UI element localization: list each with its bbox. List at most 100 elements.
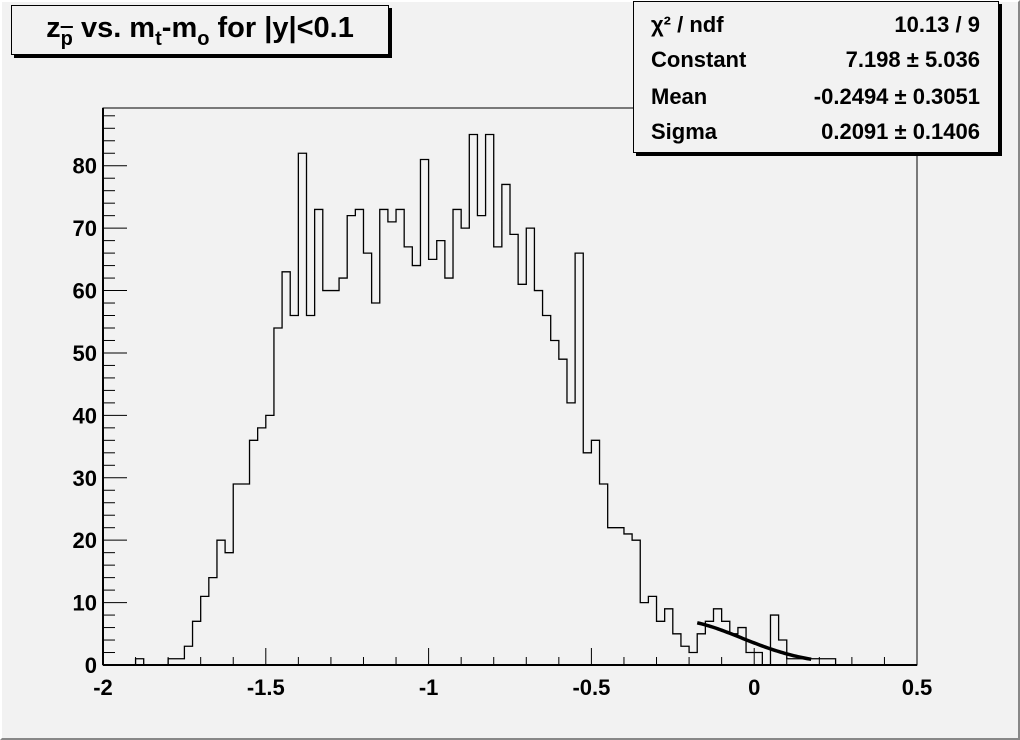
histogram-bin	[420, 159, 428, 665]
histogram-bin	[461, 228, 469, 665]
x-tick-label: -2	[93, 675, 113, 700]
histogram-bin	[534, 291, 542, 665]
histogram-bin	[697, 634, 705, 665]
histogram-bin	[372, 303, 380, 665]
stats-row-mean: Mean -0.2494 ± 0.3051	[651, 84, 980, 118]
histogram-bin	[388, 222, 396, 665]
histogram-bin	[657, 621, 665, 665]
histogram-bin	[510, 234, 518, 665]
title-minus-m: -m	[161, 12, 198, 44]
histogram-bin	[355, 209, 363, 665]
histogram-bin	[616, 528, 624, 665]
histogram-bin	[136, 659, 144, 665]
histogram-bin	[217, 540, 225, 665]
y-tick-label: 70	[73, 216, 97, 241]
stats-label: Constant	[651, 47, 747, 72]
histogram-bin	[315, 209, 323, 665]
histogram-bin	[526, 228, 534, 665]
x-tick-label: -1	[419, 675, 439, 700]
histogram-bin	[640, 603, 648, 665]
histogram-bin	[754, 653, 762, 665]
histogram-bin	[665, 609, 673, 665]
histogram-bin	[168, 659, 176, 665]
stats-value: 10.13 / 9	[894, 12, 980, 37]
x-tick-label: -0.5	[572, 675, 610, 700]
title-sub-o: o	[197, 28, 210, 50]
stats-value: -0.2494 ± 0.3051	[813, 84, 980, 109]
histogram-bin	[469, 135, 477, 665]
histogram-bin	[583, 453, 591, 665]
x-tick-label: -1.5	[247, 675, 285, 700]
y-tick-label: 30	[73, 466, 97, 491]
stats-row-constant: Constant 7.198 ± 5.036	[651, 47, 980, 81]
histogram-bin	[486, 135, 494, 665]
y-tick-label: 20	[73, 528, 97, 553]
title-z: z	[46, 12, 61, 44]
x-tick-label: 0.5	[902, 675, 933, 700]
histogram-bin	[811, 659, 819, 665]
histogram-bin	[673, 634, 681, 665]
histogram-bin	[241, 484, 249, 665]
histogram-bin	[209, 578, 217, 665]
histogram-bins	[136, 135, 836, 665]
histogram-bin	[722, 621, 730, 665]
histogram-bin	[233, 484, 241, 665]
histogram-line	[103, 133, 917, 666]
histogram-bin	[298, 153, 306, 665]
histogram-bin	[575, 253, 583, 665]
histogram-bin	[632, 540, 640, 665]
histogram-bin	[600, 484, 608, 665]
title-vs-m: vs. m	[80, 12, 156, 44]
y-tick-label: 10	[73, 591, 97, 616]
histogram-bin	[689, 653, 697, 665]
histogram-bin	[266, 415, 274, 665]
histogram-bin	[250, 440, 258, 665]
gaussian-fit-curve	[696, 621, 812, 661]
histogram-bin	[193, 621, 201, 665]
histogram-bin	[477, 216, 485, 665]
histogram-bin	[347, 216, 355, 665]
histogram-bin	[738, 628, 746, 665]
histogram-bin	[307, 316, 315, 665]
histogram-bin	[746, 653, 754, 665]
histogram-bin	[363, 253, 371, 665]
histogram-bin	[339, 278, 347, 665]
histogram-bin	[225, 553, 233, 665]
histogram-bin	[176, 659, 184, 665]
histogram-bin	[543, 316, 551, 665]
histogram-bin	[730, 634, 738, 665]
histogram-bin	[404, 247, 412, 665]
histogram-bin	[282, 272, 290, 665]
histogram-bin	[567, 403, 575, 665]
histogram-bin	[412, 266, 420, 665]
histogram-bin	[681, 646, 689, 665]
histogram-bin	[494, 247, 502, 665]
histogram-bin	[714, 609, 722, 665]
histogram-bin	[331, 291, 339, 665]
title-sub-p: p	[60, 28, 73, 50]
tick-labels: -2 -1.5 -1 -0.5 0 0.5 0 10 20 30 40 50 60 70 80	[73, 154, 933, 700]
histogram-bin	[608, 528, 616, 665]
histogram-title: zp vs. mt-mo for |y|<0.1	[11, 5, 389, 55]
y-tick-label: 80	[73, 154, 97, 179]
stats-value: 0.2091 ± 0.1406	[821, 119, 980, 144]
histogram-bin	[396, 209, 404, 665]
histogram-bin	[624, 534, 632, 665]
axis-ticks	[102, 108, 918, 666]
histogram-bin	[437, 241, 445, 665]
stats-value: 7.198 ± 5.036	[845, 47, 980, 72]
stats-label: Sigma	[651, 119, 718, 144]
stats-row-chi2: χ² / ndf 10.13 / 9	[651, 12, 980, 46]
x-tick-label: 0	[748, 675, 760, 700]
histogram-bin	[770, 615, 778, 665]
histogram-bin	[380, 209, 388, 665]
histogram-bin	[559, 359, 567, 665]
title-sub-t: t	[155, 28, 162, 50]
histogram-bin	[591, 440, 599, 665]
y-tick-label: 60	[73, 279, 97, 304]
stats-row-sigma: Sigma 0.2091 ± 0.1406	[651, 119, 980, 153]
y-tick-label: 40	[73, 403, 97, 428]
title-cut: for |y|<0.1	[217, 12, 354, 44]
histogram-bin	[323, 291, 331, 665]
